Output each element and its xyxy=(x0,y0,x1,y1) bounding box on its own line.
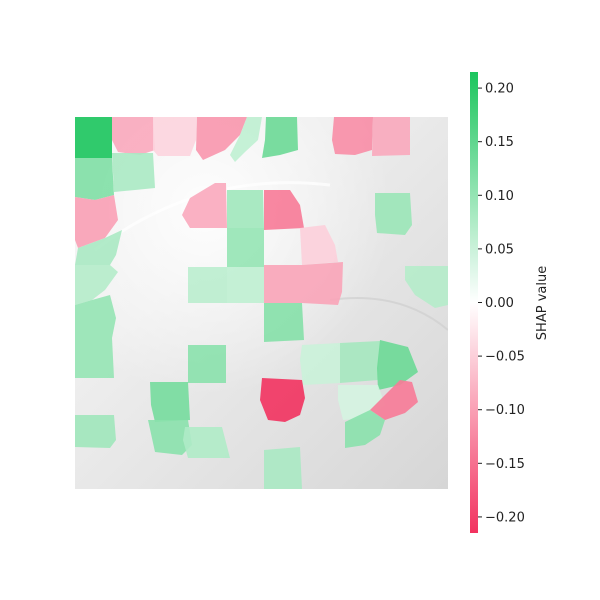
shap-segment-5 xyxy=(230,117,262,162)
shap-segment-30 xyxy=(340,341,380,383)
shap-segment-1 xyxy=(75,117,112,158)
shap-segment-9 xyxy=(75,158,114,200)
colorbar-tick-label: −0.15 xyxy=(485,457,525,472)
shap-segment-35 xyxy=(370,380,418,420)
shap-segment-13 xyxy=(227,190,264,228)
shap-segment-33 xyxy=(150,382,190,422)
shap-segment-15 xyxy=(375,193,412,235)
shap-segment-27 xyxy=(75,338,114,378)
shap-segment-37 xyxy=(148,420,192,455)
shap-segment-28 xyxy=(188,345,226,383)
shap-segment-31 xyxy=(377,340,418,390)
shap-segment-16 xyxy=(75,230,122,265)
shap-segment-20 xyxy=(405,266,448,308)
shap-segment-38 xyxy=(183,427,230,458)
colorbar-tick-label: 0.00 xyxy=(485,296,514,311)
shap-segment-19 xyxy=(300,225,338,265)
shap-segment-25 xyxy=(75,295,116,338)
colorbar-ticks: −0.20 −0.15 −0.10 −0.05 0.00 0.05 0.10 0.15 0.20 xyxy=(478,82,525,525)
shap-segment-7 xyxy=(332,117,373,155)
shap-segment-4 xyxy=(196,117,247,160)
shap-segment-26 xyxy=(264,303,304,342)
colorbar-label: SHAP value xyxy=(535,266,550,340)
shap-segment-39 xyxy=(345,410,385,448)
shap-segment-36 xyxy=(75,415,116,448)
shap-segment-10 xyxy=(112,153,155,192)
colorbar-tick-label: 0.20 xyxy=(485,82,514,97)
shap-segment-22 xyxy=(264,265,302,303)
colorbar-tick-label: −0.10 xyxy=(485,403,525,418)
colorbar-gradient xyxy=(470,72,478,533)
shap-segment-18 xyxy=(227,228,264,267)
shap-segment-23 xyxy=(302,262,343,305)
shap-segment-3 xyxy=(153,117,197,156)
shap-segment-24 xyxy=(227,267,264,303)
colorbar: −0.20 −0.15 −0.10 −0.05 0.00 0.05 0.10 0.15 0.20… xyxy=(470,72,550,533)
colorbar-tick-label: 0.10 xyxy=(485,189,514,204)
colorbar-tick-label: −0.05 xyxy=(485,350,525,365)
shap-segment-29 xyxy=(300,343,340,385)
shap-segment-6 xyxy=(262,117,298,158)
shap-segment-21 xyxy=(188,267,227,303)
colorbar-tick-label: 0.15 xyxy=(485,135,514,150)
colorbar-tick-label: 0.05 xyxy=(485,242,514,257)
shap-segment-40 xyxy=(264,447,302,489)
shap-segments xyxy=(75,117,448,489)
shap-segment-12 xyxy=(182,183,227,228)
shap-segment-14 xyxy=(264,190,304,230)
shap-segment-32 xyxy=(260,378,305,422)
colorbar-tick-label: −0.20 xyxy=(485,510,525,525)
shap-segment-8 xyxy=(372,117,410,156)
shap-segment-11 xyxy=(75,195,118,248)
shap-segment-2 xyxy=(112,117,155,155)
shap-segment-17 xyxy=(75,265,118,305)
